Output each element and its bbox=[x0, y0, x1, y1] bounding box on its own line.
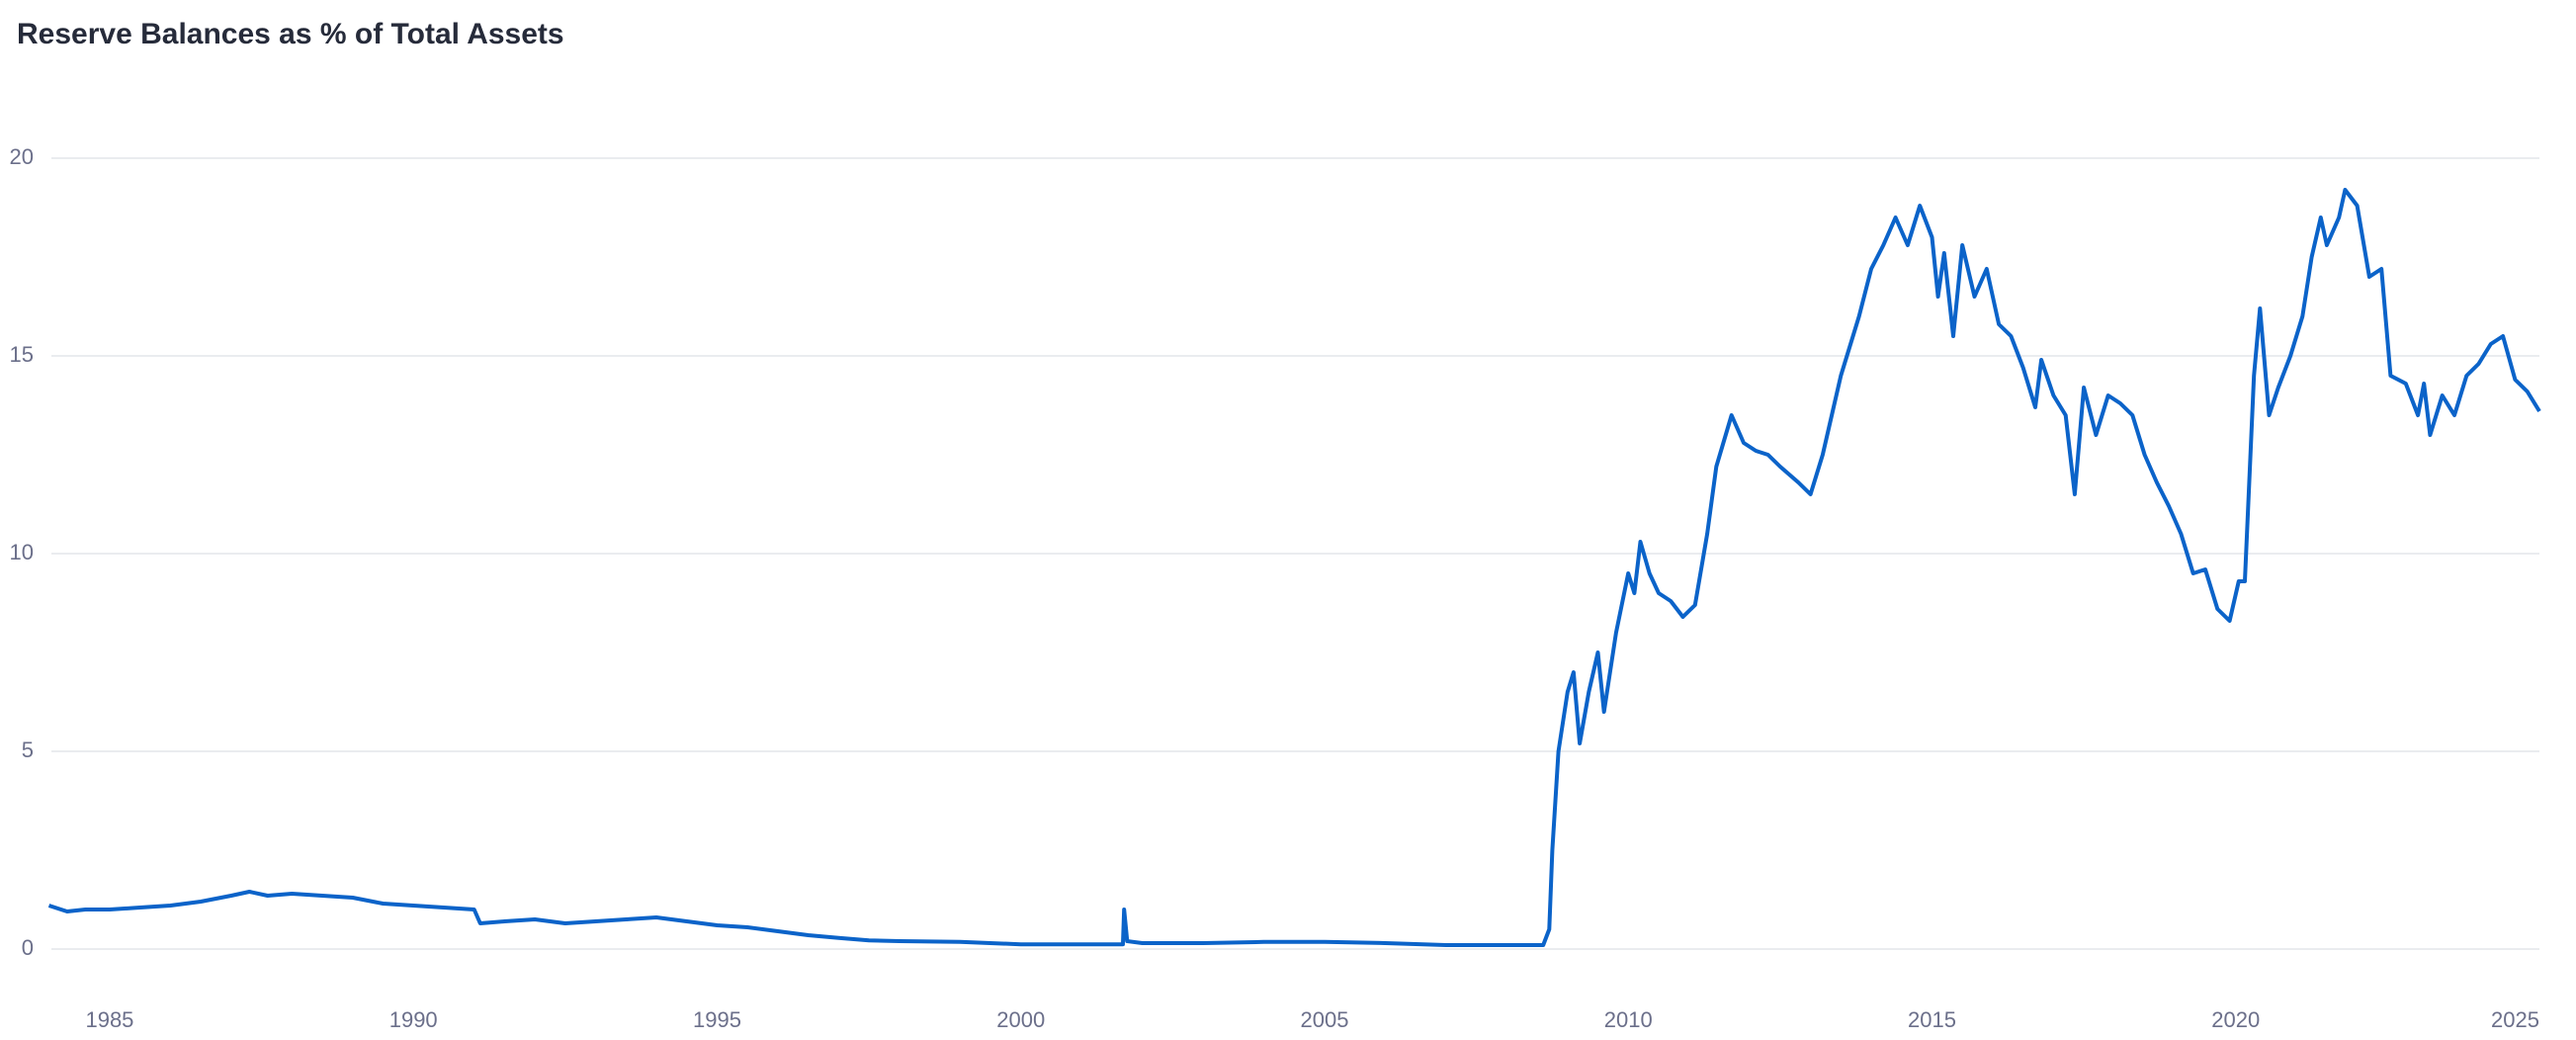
chart-title: Reserve Balances as % of Total Assets bbox=[17, 18, 564, 50]
y-tick-label: 0 bbox=[22, 935, 34, 960]
x-tick-label: 2005 bbox=[1300, 1007, 1348, 1032]
data-line bbox=[47, 188, 2541, 947]
x-tick-label: 1995 bbox=[693, 1007, 741, 1032]
y-tick-label: 15 bbox=[10, 342, 34, 367]
x-tick-label: 2010 bbox=[1604, 1007, 1653, 1032]
x-tick-label: 1990 bbox=[389, 1007, 438, 1032]
x-tick-label: 2015 bbox=[1908, 1007, 1956, 1032]
x-tick-label: 2000 bbox=[996, 1007, 1045, 1032]
y-tick-label: 5 bbox=[22, 737, 34, 762]
x-tick-label: 2020 bbox=[2211, 1007, 2260, 1032]
y-tick-label: 20 bbox=[10, 144, 34, 169]
y-tick-label: 10 bbox=[10, 540, 34, 564]
x-tick-label: 1985 bbox=[85, 1007, 133, 1032]
x-tick-label: 2025 bbox=[2491, 1007, 2539, 1032]
